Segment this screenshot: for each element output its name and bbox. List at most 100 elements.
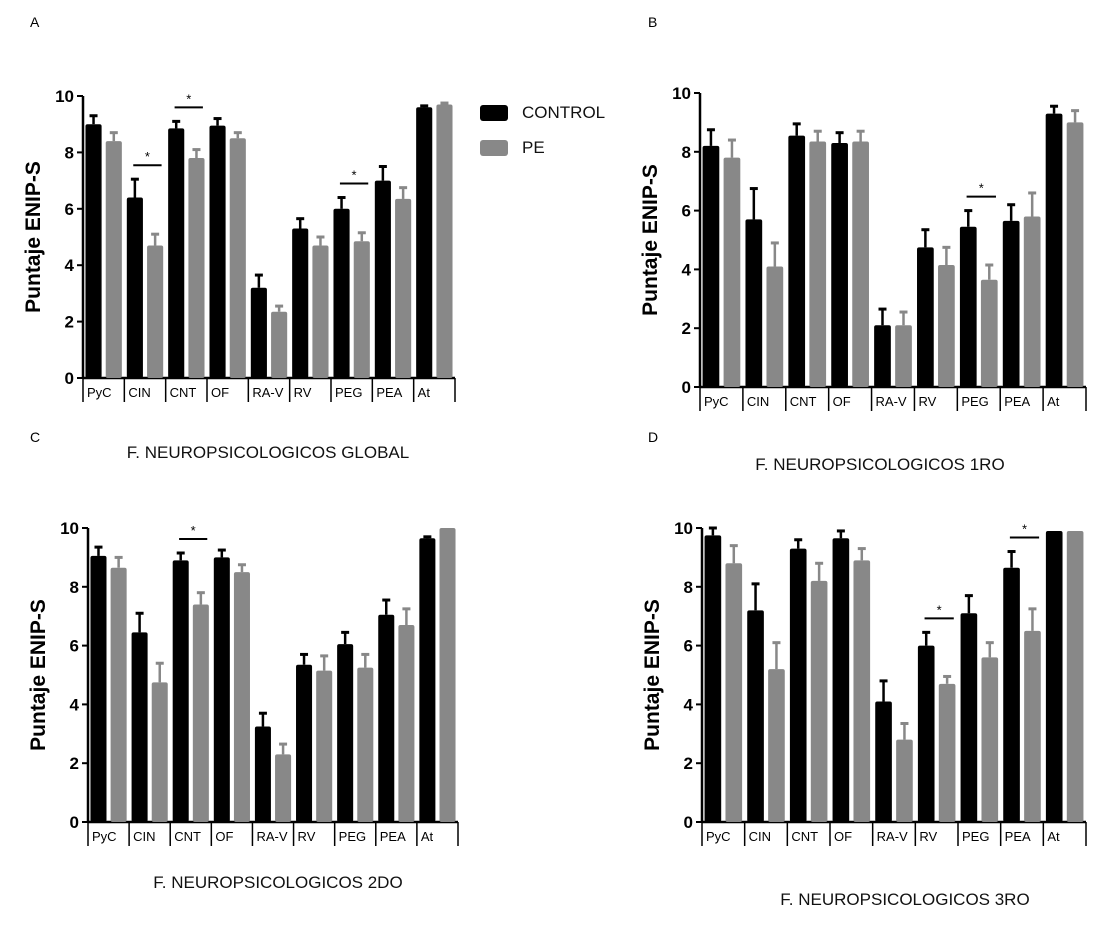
bar-pe-pyc (105, 141, 122, 378)
y-axis-label: Puntaje ENIP-S (641, 599, 664, 751)
x-tick-label: PEG (962, 829, 989, 844)
bar-pe-pyc (723, 157, 741, 387)
y-axis-label: Puntaje ENIP-S (639, 164, 662, 316)
y-tick-label: 2 (70, 754, 79, 773)
chart-panel-b: 0 2 4 6 8 10 Puntaje ENIP-S PyC CIN CNT OF RA-V RV PE… (639, 84, 1087, 411)
bar-pe-ra-v (271, 311, 288, 378)
x-tick-label: RV (919, 829, 937, 844)
bar-pe-of (852, 141, 869, 387)
panel-label-a: A (30, 14, 40, 30)
chart-panel-d: 0 2 4 6 8 10 Puntaje ENIP-S PyC CIN CNT OF RA-V RV * P… (641, 519, 1087, 846)
x-tick-label: PyC (92, 829, 117, 844)
bar-control-cin (747, 610, 764, 822)
y-tick-label: 4 (70, 695, 80, 714)
x-tick-label: CNT (791, 829, 818, 844)
bar-pe-peg (981, 657, 999, 822)
x-tick-label: RA-V (877, 829, 908, 844)
bar-control-rv (292, 228, 309, 378)
bar-control-pyc (85, 124, 102, 378)
bar-control-of (213, 557, 230, 822)
bar-pe-at (1066, 530, 1084, 822)
x-tick-label: RV (918, 394, 936, 409)
bar-control-cnt (172, 560, 189, 822)
y-axis-label: Puntaje ENIP-S (22, 161, 45, 313)
y-tick-label: 8 (684, 578, 693, 597)
y-tick-label: 6 (65, 200, 74, 219)
bar-control-cin (126, 197, 143, 378)
bar-pe-at (436, 104, 453, 379)
bar-control-at (1045, 530, 1063, 822)
bar-control-of (831, 142, 848, 387)
y-tick-label: 6 (70, 637, 79, 656)
x-tick-label: PEA (1004, 394, 1030, 409)
x-tick-label: CNT (170, 385, 197, 400)
bar-control-pyc (704, 535, 722, 822)
significance-mark: * (145, 149, 150, 164)
y-tick-label: 0 (684, 813, 693, 832)
x-tick-label: PEA (380, 829, 406, 844)
x-tick-label: PyC (87, 385, 112, 400)
bar-control-pyc (702, 145, 720, 387)
bar-pe-cin (151, 682, 168, 822)
y-tick-label: 6 (682, 202, 691, 221)
chart-title-a: F. NEUROPSICOLOGICOS GLOBAL (126, 443, 410, 462)
significance-mark: * (979, 181, 984, 196)
bar-pe-pea (1023, 216, 1041, 387)
bar-control-ra-v (254, 726, 271, 822)
legend-swatch-pe (480, 140, 508, 156)
bar-pe-rv (938, 264, 955, 387)
bar-control-cnt (788, 135, 806, 387)
x-tick-label: CNT (174, 829, 201, 844)
x-tick-label: RV (298, 829, 316, 844)
x-tick-label: PEA (1005, 829, 1031, 844)
bar-pe-at (439, 528, 456, 822)
bar-control-rv (296, 664, 313, 822)
x-tick-label: At (1047, 829, 1060, 844)
bar-pe-peg (353, 241, 370, 378)
bar-pe-ra-v (896, 739, 913, 822)
x-tick-label: CNT (790, 394, 817, 409)
bar-control-cin (131, 632, 148, 822)
y-tick-label: 4 (65, 256, 75, 275)
x-tick-label: PEA (376, 385, 402, 400)
y-tick-label: 2 (682, 319, 691, 338)
legend-item-pe: PE (480, 138, 545, 158)
bar-control-pyc (90, 555, 107, 822)
bar-pe-rv (312, 245, 329, 378)
chart-title-c: F. NEUROPSICOLOGICOS 2DO (153, 873, 403, 892)
bar-control-at (419, 538, 436, 822)
legend-swatch-control (480, 105, 508, 121)
bar-control-ra-v (875, 701, 892, 822)
bar-pe-of (229, 138, 246, 378)
chart-panel-c: 0 2 4 6 8 10 Puntaje ENIP-S PyC CIN CNT * OF RA-V RV P… (27, 519, 459, 846)
y-tick-label: 4 (684, 695, 694, 714)
x-tick-label: OF (215, 829, 233, 844)
bar-control-peg (333, 208, 350, 378)
bar-pe-rv (938, 683, 956, 822)
bar-pe-cnt (809, 141, 827, 387)
y-tick-label: 2 (684, 754, 693, 773)
bar-pe-cin (768, 669, 785, 822)
y-tick-label: 2 (65, 313, 74, 332)
x-tick-label: RA-V (252, 385, 283, 400)
bar-pe-cnt (188, 158, 205, 378)
significance-mark: * (937, 602, 942, 617)
bar-pe-at (1066, 122, 1084, 388)
legend-label-pe: PE (522, 138, 545, 157)
x-tick-label: RA-V (876, 394, 907, 409)
bar-control-pea (378, 614, 395, 822)
chart-title-d: F. NEUROPSICOLOGICOS 3RO (780, 890, 1030, 909)
y-tick-label: 8 (70, 578, 79, 597)
bar-control-pea (1002, 220, 1020, 387)
bar-control-cnt (789, 548, 807, 822)
significance-mark: * (186, 91, 191, 106)
bar-control-peg (960, 613, 978, 822)
bar-pe-ra-v (895, 325, 912, 387)
bar-pe-pyc (725, 563, 743, 822)
x-tick-label: CIN (747, 394, 769, 409)
y-tick-label: 8 (682, 143, 691, 162)
x-tick-label: RV (294, 385, 312, 400)
bar-pe-ra-v (275, 754, 292, 822)
legend-item-control: CONTROL (480, 103, 605, 123)
